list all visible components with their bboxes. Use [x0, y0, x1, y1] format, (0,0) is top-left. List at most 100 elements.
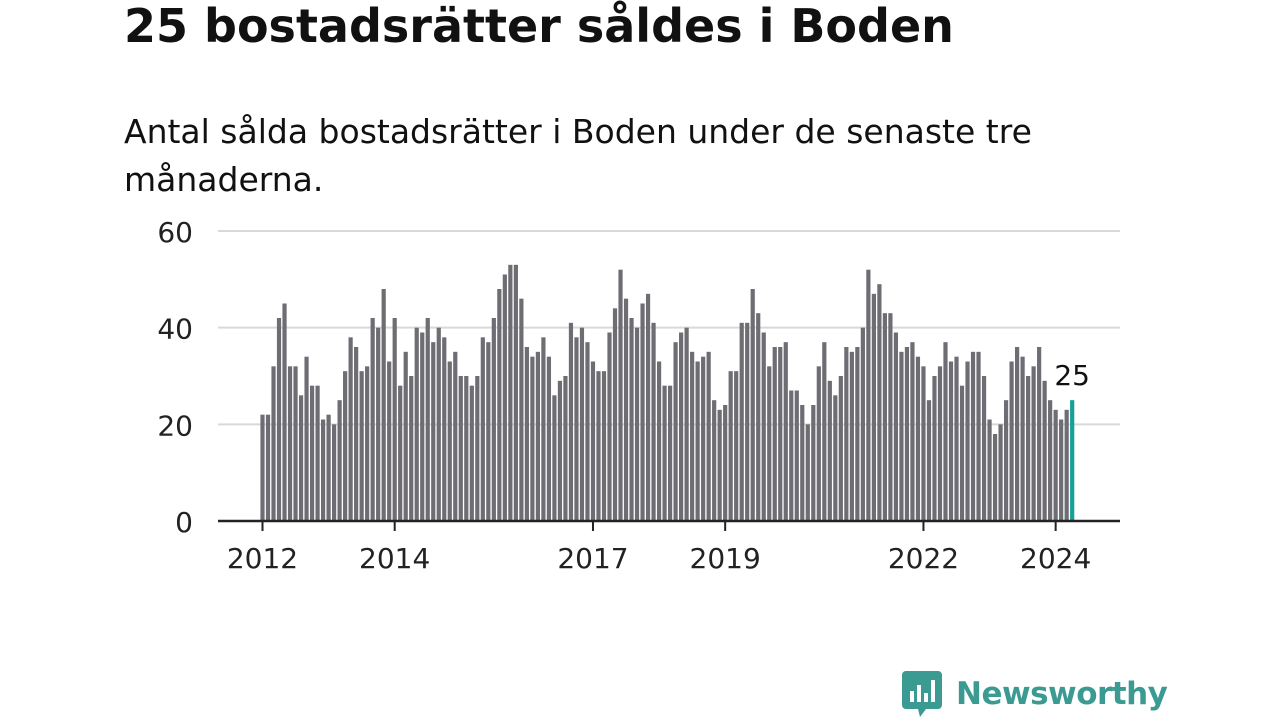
- bar: [420, 332, 425, 521]
- bar: [921, 366, 926, 521]
- bar: [497, 289, 502, 521]
- bar: [491, 318, 496, 521]
- bar: [502, 274, 507, 521]
- bar: [728, 371, 733, 521]
- bar: [877, 284, 882, 521]
- bar: [783, 342, 788, 521]
- logo-text: Newsworthy: [956, 676, 1168, 712]
- bar: [530, 356, 535, 521]
- bar: [866, 269, 871, 521]
- y-tick-label: 20: [157, 409, 193, 442]
- bar: [370, 318, 375, 521]
- bar: [998, 424, 1003, 521]
- bar: [563, 376, 568, 521]
- bar: [508, 264, 513, 521]
- bar: [1026, 376, 1031, 521]
- bar: [513, 264, 518, 521]
- x-tick-label: 2017: [557, 542, 628, 575]
- bar: [778, 347, 783, 521]
- bar: [596, 371, 601, 521]
- bar: [899, 351, 904, 521]
- x-tick-label: 2024: [1020, 542, 1091, 575]
- bar: [618, 269, 623, 521]
- bar: [381, 289, 386, 521]
- bar: [1020, 356, 1025, 521]
- bar: [458, 376, 463, 521]
- bar: [607, 332, 612, 521]
- bar: [601, 371, 607, 521]
- bar: [320, 419, 326, 521]
- bar: [464, 376, 469, 521]
- bar: [750, 289, 755, 521]
- bar: [354, 347, 359, 521]
- bar: [403, 351, 408, 521]
- bar: [1042, 380, 1047, 521]
- bar: [260, 414, 265, 521]
- bar: [436, 327, 441, 521]
- bar: [486, 342, 491, 521]
- bar: [838, 376, 843, 521]
- bar: [833, 395, 838, 521]
- bar: [568, 322, 574, 521]
- bar-highlight: [1070, 400, 1075, 521]
- bar: [882, 313, 887, 521]
- bar: [1037, 347, 1042, 521]
- bar: [717, 409, 722, 521]
- bar: [480, 337, 485, 521]
- bar: [392, 318, 397, 521]
- bar: [1059, 419, 1064, 521]
- bar: [640, 303, 645, 521]
- bar: [1015, 347, 1020, 521]
- bar: [1009, 361, 1014, 521]
- bar: [475, 376, 480, 521]
- bar: [585, 342, 590, 521]
- bar: [645, 293, 651, 521]
- chart-subtitle: Antal sålda bostadsrätter i Boden under …: [124, 112, 1032, 199]
- y-tick-label: 40: [157, 313, 193, 346]
- bar: [827, 380, 832, 521]
- x-tick-label: 2014: [359, 542, 430, 575]
- highlight-value-label: 25: [1054, 359, 1090, 392]
- bar: [932, 376, 937, 521]
- bar: [667, 385, 673, 521]
- bar: [943, 342, 948, 521]
- bar: [348, 337, 353, 521]
- bar: [1064, 409, 1069, 521]
- bar: [662, 385, 667, 521]
- bar: [888, 313, 893, 521]
- bar: [910, 342, 915, 521]
- bar: [447, 361, 452, 521]
- bar: [590, 361, 596, 521]
- bar: [265, 414, 271, 521]
- bar: [519, 298, 524, 521]
- bar: [981, 376, 987, 521]
- bar: [579, 327, 585, 521]
- bar: [987, 419, 992, 521]
- bar: [287, 366, 293, 521]
- bar: [343, 371, 348, 521]
- bar: [789, 390, 794, 521]
- chart-title: 25 bostadsrätter såldes i Boden: [124, 0, 954, 53]
- bar: [948, 361, 954, 521]
- bar: [723, 405, 728, 521]
- bar: [855, 347, 860, 521]
- bar: [712, 400, 717, 521]
- bar: [772, 347, 777, 521]
- bar: [690, 351, 695, 521]
- bar: [442, 337, 447, 521]
- bar: [656, 361, 662, 521]
- bar: [376, 327, 381, 521]
- bar: [337, 400, 342, 521]
- bar: [800, 405, 805, 521]
- bar: [849, 351, 854, 521]
- bar: [359, 371, 364, 521]
- bar: [805, 424, 810, 521]
- bar: [309, 385, 315, 521]
- x-axis: [218, 519, 1120, 531]
- bar: [365, 366, 370, 521]
- bar: [546, 356, 552, 521]
- bar: [745, 322, 750, 521]
- bar: [959, 385, 965, 521]
- bar: [276, 318, 282, 521]
